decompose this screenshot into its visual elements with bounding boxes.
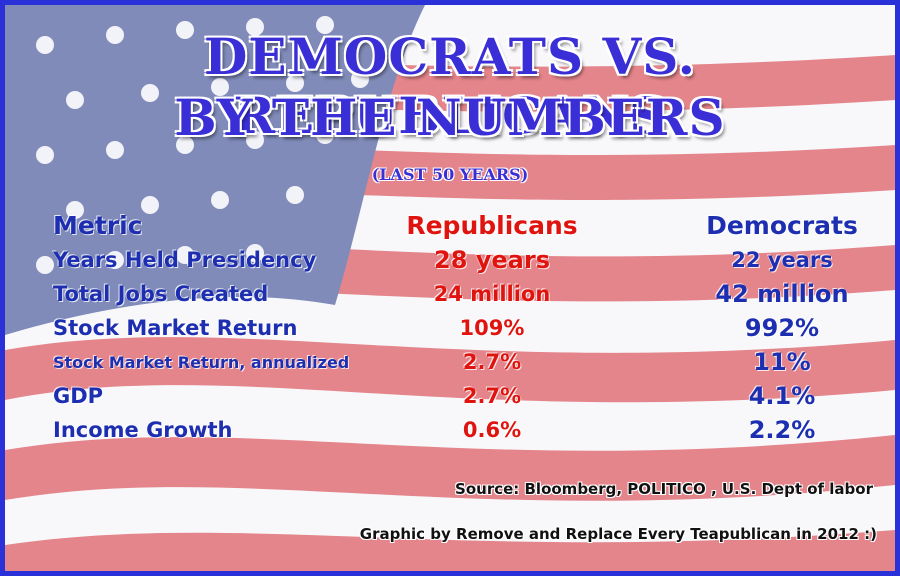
row-democrats-value: 992%	[744, 314, 820, 342]
row-republicans-value: 0.6%	[462, 418, 522, 442]
row-metric: GDP	[53, 384, 104, 408]
graphic-credit: Graphic by Remove and Replace Every Teap…	[359, 525, 877, 543]
row-republicans-value: 24 million	[433, 282, 551, 306]
row-republicans-value: 2.7%	[462, 350, 522, 374]
header-metric: Metric	[53, 211, 143, 240]
subtitle: (LAST 50 YEARS)	[371, 165, 529, 184]
row-democrats-value: 42 million	[715, 280, 849, 308]
row-republicans-value: 2.7%	[462, 384, 522, 408]
title-line-1: DEMOCRATS VS. REPUBLICANS	[203, 27, 697, 145]
header-republicans: Republicans	[406, 211, 578, 240]
row-republicans-value: 109%	[459, 316, 525, 340]
row-metric: Years Held Presidency	[53, 248, 317, 272]
title-line-2: BY THE NUMBERS	[174, 88, 726, 147]
row-metric: Stock Market Return, annualized	[53, 353, 350, 372]
row-democrats-value: 11%	[753, 348, 811, 376]
source-note: Source: Bloomberg, POLITICO , U.S. Dept …	[455, 480, 873, 498]
row-metric: Income Growth	[53, 418, 233, 442]
row-republicans-value: 28 years	[434, 246, 550, 274]
row-democrats-value: 22 years	[731, 248, 833, 272]
american-flag-background	[5, 5, 895, 571]
row-democrats-value: 2.2%	[748, 416, 816, 444]
row-metric: Stock Market Return	[53, 316, 298, 340]
row-metric: Total Jobs Created	[53, 282, 269, 306]
header-democrats: Democrats	[706, 211, 858, 240]
background-wash	[5, 5, 895, 571]
row-democrats-value: 4.1%	[748, 382, 816, 410]
